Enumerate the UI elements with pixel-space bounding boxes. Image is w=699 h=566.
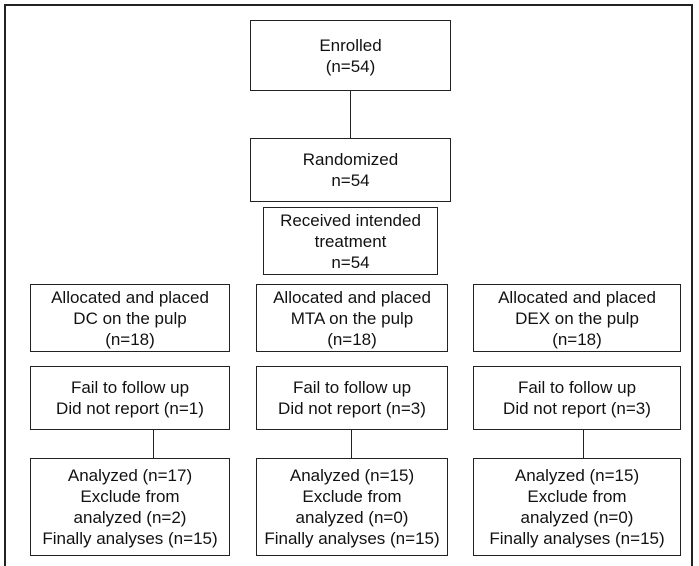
allocation-count: (n=18)	[552, 329, 602, 349]
analyzed-count: Analyzed (n=15)	[289, 466, 415, 485]
connector-enrolled-randomized	[350, 91, 351, 138]
randomized-count: n=54	[331, 171, 370, 190]
randomized-label: Randomized	[302, 150, 399, 169]
enrolled-count: (n=54)	[325, 56, 376, 76]
allocation-label-line2: DEX on the pulp	[515, 308, 639, 328]
analyzed-count: Analyzed (n=17)	[67, 466, 193, 485]
followup-label: Fail to follow up	[292, 378, 412, 397]
enrolled-label: Enrolled	[319, 35, 382, 55]
allocation-label-line2: MTA on the pulp	[290, 308, 414, 328]
allocation-label-line1: Allocated and placed	[498, 287, 656, 307]
allocation-box-dc: Allocated and placed DC on the pulp (n=1…	[30, 284, 230, 352]
connector-followup-analysis-mta	[351, 430, 352, 458]
received-label-line1: Received intended	[280, 210, 421, 230]
allocation-label-line2: DC on the pulp	[73, 308, 187, 328]
followup-count: Did not report (n=3)	[503, 399, 651, 418]
final-analyses-count: Finally analyses (n=15)	[264, 529, 440, 548]
exclude-count: analyzed (n=0)	[520, 508, 634, 527]
diagram-frame	[4, 4, 693, 566]
followup-count: Did not report (n=1)	[56, 399, 204, 418]
allocation-label-line1: Allocated and placed	[51, 287, 209, 307]
randomized-box: Randomized n=54	[250, 138, 451, 202]
followup-label: Fail to follow up	[70, 378, 190, 397]
received-label-line2: treatment	[314, 231, 387, 251]
connector-followup-analysis-dc	[153, 430, 154, 458]
received-count: n=54	[331, 252, 370, 272]
allocation-box-dex: Allocated and placed DEX on the pulp (n=…	[473, 284, 681, 352]
allocation-label-line1: Allocated and placed	[273, 287, 431, 307]
analysis-box-mta: Analyzed (n=15) Exclude from analyzed (n…	[256, 458, 448, 556]
received-treatment-box: Received intended treatment n=54	[263, 207, 438, 275]
followup-box-dc: Fail to follow up Did not report (n=1)	[30, 366, 230, 430]
final-analyses-count: Finally analyses (n=15)	[489, 529, 665, 548]
exclude-label: Exclude from	[527, 487, 627, 506]
followup-count: Did not report (n=3)	[278, 399, 426, 418]
exclude-count: analyzed (n=0)	[295, 508, 409, 527]
analysis-box-dc: Analyzed (n=17) Exclude from analyzed (n…	[30, 458, 230, 556]
allocation-count: (n=18)	[105, 329, 155, 349]
exclude-label: Exclude from	[302, 487, 402, 506]
exclude-label: Exclude from	[80, 487, 180, 506]
enrolled-box: Enrolled (n=54)	[250, 20, 451, 91]
connector-followup-analysis-dex	[583, 430, 584, 458]
analyzed-count: Analyzed (n=15)	[514, 466, 640, 485]
followup-box-mta: Fail to follow up Did not report (n=3)	[256, 366, 448, 430]
analysis-box-dex: Analyzed (n=15) Exclude from analyzed (n…	[473, 458, 681, 556]
allocation-count: (n=18)	[327, 329, 377, 349]
followup-label: Fail to follow up	[517, 378, 637, 397]
exclude-count: analyzed (n=2)	[73, 508, 187, 527]
allocation-box-mta: Allocated and placed MTA on the pulp (n=…	[256, 284, 448, 352]
followup-box-dex: Fail to follow up Did not report (n=3)	[473, 366, 681, 430]
final-analyses-count: Finally analyses (n=15)	[42, 529, 218, 548]
